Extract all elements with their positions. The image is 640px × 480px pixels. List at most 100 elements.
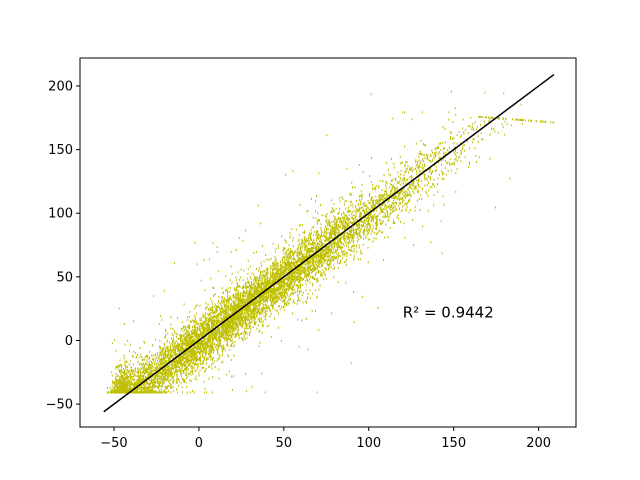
scatter-point — [155, 375, 156, 378]
scatter-point — [165, 362, 167, 365]
scatter-point — [264, 293, 266, 296]
scatter-point — [382, 231, 384, 234]
scatter-point — [318, 246, 319, 249]
scatter-point — [189, 359, 191, 362]
scatter-point — [138, 381, 140, 384]
scatter-point — [335, 224, 337, 227]
scatter-point — [187, 375, 189, 378]
scatter-point — [202, 347, 204, 350]
scatter-point — [148, 388, 150, 390]
scatter-point — [260, 297, 262, 300]
scatter-point — [177, 353, 178, 356]
scatter-point — [392, 210, 394, 213]
scatter-point — [214, 311, 216, 314]
scatter-point — [360, 220, 362, 223]
scatter-point — [266, 258, 268, 261]
scatter-point — [402, 205, 404, 208]
scatter-point — [284, 291, 286, 294]
scatter-point — [243, 336, 245, 339]
scatter-point — [162, 353, 164, 356]
scatter-point — [403, 182, 404, 185]
scatter-point — [237, 289, 239, 292]
scatter-point — [174, 341, 176, 344]
scatter-point — [333, 209, 335, 212]
scatter-point — [240, 314, 242, 317]
scatter-point — [426, 155, 428, 158]
scatter-point — [309, 242, 311, 245]
scatter-point — [217, 339, 219, 342]
scatter-point — [334, 227, 336, 230]
scatter-point — [234, 297, 236, 300]
scatter-point — [187, 335, 189, 337]
scatter-point — [144, 363, 146, 366]
scatter-point — [308, 259, 309, 262]
scatter-point — [252, 286, 254, 289]
scatter-point — [504, 133, 506, 136]
scatter-point — [456, 160, 458, 163]
scatter-point — [231, 324, 233, 327]
scatter-point — [198, 357, 200, 360]
scatter-point — [149, 367, 150, 370]
scatter-point — [226, 308, 228, 311]
scatter-point — [217, 342, 219, 345]
scatter-point — [209, 308, 211, 311]
scatter-point — [333, 227, 335, 229]
scatter-point — [307, 279, 309, 282]
scatter-point — [175, 360, 177, 363]
scatter-point — [456, 142, 458, 145]
scatter-point — [322, 269, 324, 272]
scatter-point — [317, 233, 319, 236]
scatter-point — [197, 334, 199, 336]
scatter-point — [252, 316, 254, 319]
scatter-point — [374, 209, 376, 212]
scatter-point — [307, 209, 309, 212]
scatter-point — [439, 151, 441, 153]
scatter-point — [163, 343, 165, 346]
scatter-point — [127, 383, 129, 386]
scatter-point — [429, 170, 431, 173]
scatter-point — [213, 287, 215, 289]
scatter-point — [424, 157, 426, 160]
scatter-point — [325, 246, 327, 249]
scatter-point — [208, 355, 210, 358]
scatter-point — [382, 208, 384, 211]
scatter-point — [282, 271, 284, 274]
scatter-point — [227, 294, 229, 297]
scatter-point — [194, 241, 196, 244]
scatter-point — [243, 269, 245, 272]
scatter-point — [341, 251, 343, 253]
scatter-point — [363, 211, 365, 214]
scatter-point — [296, 276, 298, 279]
scatter-point — [302, 301, 304, 304]
scatter-point — [288, 274, 290, 277]
scatter-point — [208, 344, 210, 347]
scatter-point — [190, 354, 192, 357]
scatter-point — [271, 290, 273, 292]
scatter-point — [247, 272, 249, 275]
scatter-point — [328, 256, 330, 259]
scatter-point — [149, 381, 151, 384]
scatter-point — [324, 253, 326, 255]
scatter-point — [391, 179, 393, 182]
scatter-point — [270, 304, 272, 307]
scatter-point — [174, 365, 176, 368]
scatter-point — [201, 367, 203, 370]
scatter-point — [280, 306, 282, 309]
scatter-point — [124, 381, 126, 384]
scatter-point — [472, 138, 474, 141]
scatter-point — [259, 321, 261, 323]
scatter-point — [408, 171, 409, 174]
scatter-point — [333, 255, 334, 258]
scatter-point — [212, 242, 214, 245]
scatter-point — [410, 186, 412, 189]
scatter-point — [133, 375, 135, 378]
scatter-point — [421, 111, 423, 114]
scatter-point — [298, 259, 300, 262]
scatter-point — [350, 234, 352, 237]
scatter-point — [322, 249, 324, 252]
scatter-point — [182, 380, 184, 383]
scatter-point — [164, 336, 166, 339]
scatter-point — [238, 335, 240, 337]
scatter-point — [234, 287, 236, 289]
scatter-point — [273, 295, 275, 298]
